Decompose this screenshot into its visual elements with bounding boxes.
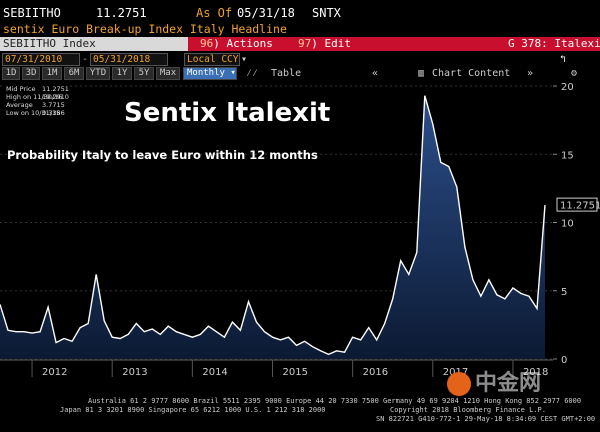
y-tick-label-1: 5 [561, 287, 567, 298]
as-of-label: As Of [196, 6, 233, 20]
collapse-left-icon[interactable]: « [372, 68, 379, 79]
chart-content-button[interactable]: Chart Content [432, 68, 511, 79]
watermark-circle-icon [447, 372, 471, 396]
period-1y-button[interactable]: 1Y [112, 67, 132, 80]
action-bar: SEBIITHO Index 96) Actions 97) Edit G 37… [0, 37, 600, 51]
y-tick-label-2: 10 [561, 219, 574, 230]
watermark-logo: 中金网 [447, 365, 541, 397]
x-tick-label-2016: 2016 [363, 367, 388, 378]
chart-title: Sentix Italexit [124, 98, 330, 128]
security-description: sentix Euro Break-up Index Italy Headlin… [3, 22, 287, 36]
chart-content-icon[interactable]: ▥ [418, 68, 425, 79]
graph-label: G 378: Italexit [508, 37, 600, 50]
current-price: 11.2751 [96, 6, 147, 20]
x-tick-label-2012: 2012 [42, 367, 67, 378]
footer-serial: SN 822721 G410-772-1 29-May-18 8:34:09 C… [376, 415, 596, 423]
period-toolbar: 1D 3D 1M 6M YTD 1Y 5Y Max Monthly ▾ ⁄⁄ T… [0, 67, 600, 80]
legend-high-label: High on 11/30/16 [6, 93, 62, 101]
settings-gear-icon[interactable]: ⚙ [571, 68, 578, 79]
security-header: SEBIITHO 11.2751 As Of 05/31/18 SNTX [0, 0, 600, 22]
actions-menu-label: Actions [226, 37, 273, 50]
expand-right-icon[interactable]: » [527, 68, 534, 79]
line-chart-icon[interactable]: ⁄⁄ [246, 68, 259, 79]
edit-menu-number: 97 [298, 37, 312, 50]
edit-menu[interactable]: 97) Edit [298, 37, 352, 50]
legend-mid-value: 11.2751 [42, 85, 69, 93]
legend-background [3, 84, 67, 119]
source-code: SNTX [312, 6, 341, 20]
period-5y-button[interactable]: 5Y [134, 67, 154, 80]
footer-contacts-line1: Australia 61 2 9777 8600 Brazil 5511 239… [88, 397, 582, 405]
footer-contacts-line2: Japan 81 3 3201 8900 Singapore 65 6212 1… [60, 406, 326, 414]
period-1d-button[interactable]: 1D [2, 67, 20, 80]
chart-subtitle: Probability Italy to leave Euro within 1… [7, 148, 318, 162]
period-ytd-button[interactable]: YTD [86, 67, 110, 80]
series-line [0, 95, 546, 356]
period-1m-button[interactable]: 1M [42, 67, 62, 80]
legend-average-value: 3.7715 [42, 101, 65, 109]
x-tick-label-2013: 2013 [122, 367, 147, 378]
y-tick-label-0: 0 [561, 355, 567, 366]
y-axis-ticks: 0 5 10 15 20 [553, 82, 574, 366]
watermark-text: 中金网 [475, 371, 542, 396]
table-toggle[interactable]: Table [271, 68, 302, 79]
date-separator: - [82, 54, 89, 65]
legend-high-value: 19.2910 [42, 93, 69, 101]
date-range-bar: 07/31/2010 - 05/31/2018 Local CCY ▾ ↰ [0, 53, 600, 66]
period-max-button[interactable]: Max [156, 67, 180, 80]
edit-menu-label: Edit [324, 37, 352, 50]
footer: Australia 61 2 9777 8600 Brazil 5511 239… [0, 395, 600, 432]
back-arrow-icon[interactable]: ↰ [560, 54, 567, 65]
y-tick-label-4: 20 [561, 82, 574, 93]
currency-select[interactable]: Local CCY [184, 53, 240, 66]
y-tick-label-3: 15 [561, 150, 574, 161]
currency-dropdown-icon[interactable]: ▾ [241, 54, 248, 65]
frequency-value: Monthly [187, 68, 225, 78]
start-date-input[interactable]: 07/31/2010 [2, 53, 80, 66]
legend-low-label: Low on 10/31/15 [6, 109, 60, 117]
index-label: SEBIITHO Index [0, 37, 188, 51]
period-3d-button[interactable]: 3D [22, 67, 40, 80]
end-date-input[interactable]: 05/31/2018 [90, 53, 168, 66]
legend-average-label: Average [6, 101, 33, 109]
last-value-tag: 11.2751 [556, 197, 600, 212]
series-area [0, 95, 545, 359]
period-6m-button[interactable]: 6M [64, 67, 84, 80]
actions-menu[interactable]: 96) Actions [200, 37, 273, 50]
legend-box: Mid Price 11.2751 High on 11/30/16 19.29… [3, 84, 69, 119]
x-tick-label-2018: 2018 [523, 367, 548, 378]
as-of-date: 05/31/18 [237, 6, 295, 20]
legend-mid-label: Mid Price [6, 85, 35, 93]
last-value-label: 11.2751 [560, 201, 600, 212]
x-tick-label-2015: 2015 [283, 367, 308, 378]
legend-low-value: 0.3386 [42, 109, 65, 117]
footer-copyright: Copyright 2018 Bloomberg Finance L.P. [390, 406, 546, 414]
x-tick-label-2014: 2014 [202, 367, 227, 378]
ticker-symbol: SEBIITHO [3, 6, 61, 20]
frequency-dropdown-icon: ▾ [230, 68, 236, 78]
frequency-select[interactable]: Monthly ▾ [183, 67, 237, 80]
actions-menu-number: 96 [200, 37, 214, 50]
last-value-box [556, 197, 598, 212]
